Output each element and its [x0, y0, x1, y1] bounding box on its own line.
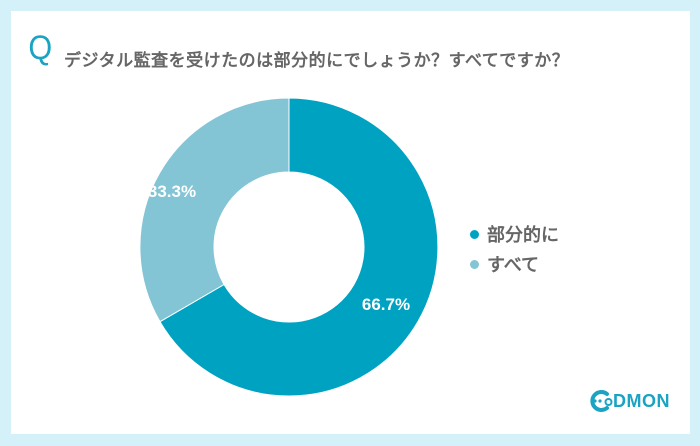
donut-slice-all: [139, 97, 290, 323]
legend-label: すべて: [487, 255, 540, 276]
legend-dot-icon: [470, 229, 479, 239]
legend-item-all: すべて: [470, 249, 559, 279]
legend-dot-icon: [470, 259, 479, 269]
chart-title: デジタル監査を受けたのは部分的にでしょうか？すべてですか？: [64, 51, 570, 71]
logo-text: DMON: [613, 390, 670, 411]
question-mark-icon: Q: [28, 29, 53, 67]
codmon-logo: DMON: [587, 390, 670, 412]
legend-label: 部分的に: [487, 225, 559, 246]
codmon-face-icon: [590, 390, 613, 412]
legend-item-partial: 部分的に: [470, 219, 559, 249]
label-all-pct: 33.3%: [148, 182, 196, 201]
donut-slice-partial: [159, 97, 439, 397]
chart-legend: 部分的に すべて: [470, 219, 559, 279]
label-partial-pct: 66.7%: [362, 295, 410, 314]
